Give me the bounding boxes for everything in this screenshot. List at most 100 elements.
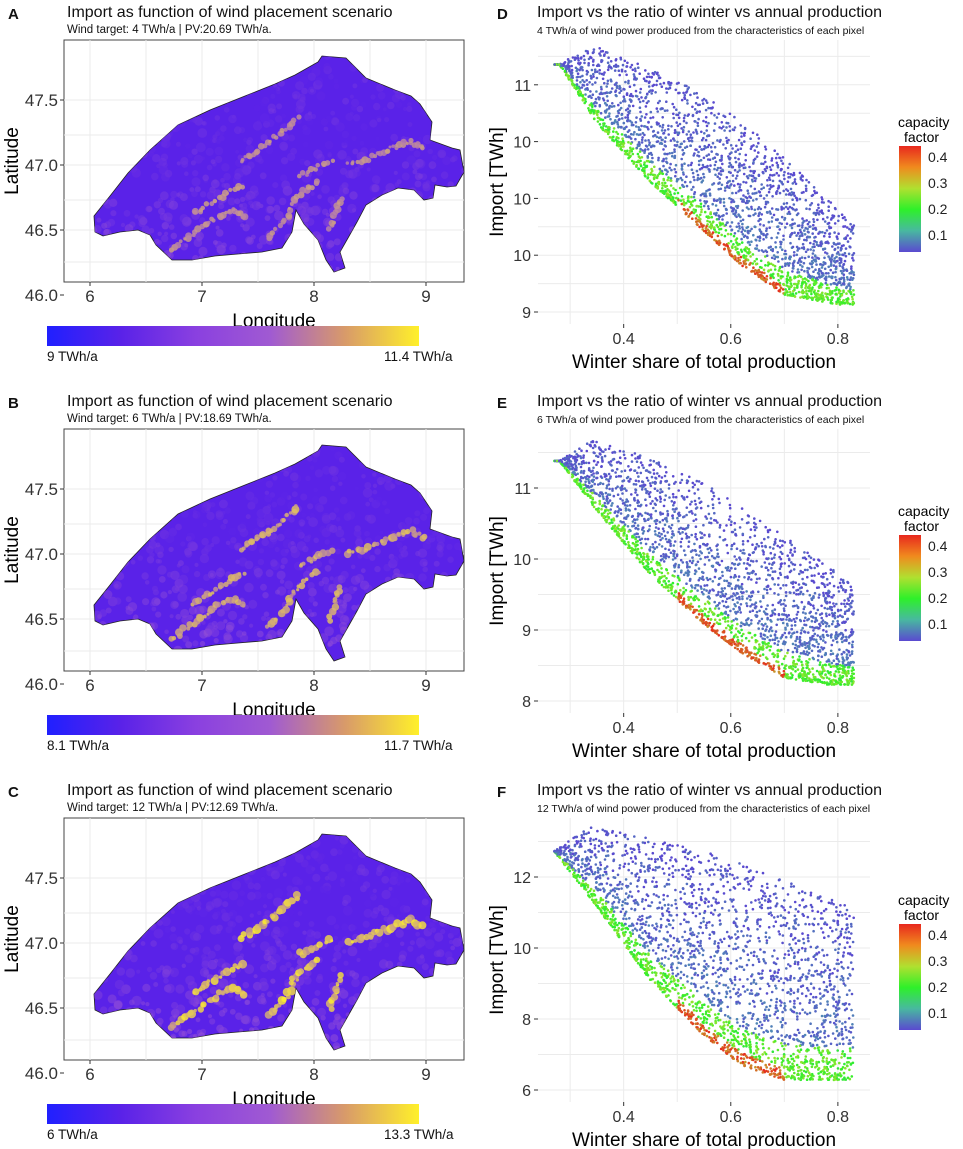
data-point xyxy=(638,150,642,153)
terrain-cell xyxy=(305,865,315,875)
terrain-ridge xyxy=(358,546,367,555)
terrain-cell xyxy=(193,932,202,941)
data-point xyxy=(740,230,743,234)
data-point xyxy=(680,157,683,161)
data-point xyxy=(694,101,698,105)
terrain-cell xyxy=(317,1007,327,1017)
terrain-cell xyxy=(195,924,205,934)
terrain-cell xyxy=(376,117,382,123)
data-point xyxy=(801,224,804,227)
terrain-ridge xyxy=(319,549,327,558)
terrain-cell xyxy=(195,1017,201,1023)
map-panel-b: B Import as function of wind placement s… xyxy=(0,389,480,769)
terrain-cell xyxy=(198,246,208,256)
y-tick-label: 46.0 xyxy=(25,675,58,694)
data-point xyxy=(661,181,664,185)
terrain-ridge xyxy=(414,143,421,149)
data-point xyxy=(778,156,781,160)
terrain-cell xyxy=(253,934,257,938)
terrain-cell xyxy=(465,1021,472,1028)
y-tick-label: 46.5 xyxy=(25,221,58,240)
terrain-cell xyxy=(280,143,288,152)
terrain-cell xyxy=(376,83,385,92)
data-point xyxy=(750,207,753,211)
data-point xyxy=(586,70,590,74)
terrain-cell xyxy=(192,509,198,515)
data-point xyxy=(579,80,582,84)
data-point xyxy=(809,203,812,207)
data-point xyxy=(629,154,632,158)
data-point xyxy=(722,125,725,128)
terrain-cell xyxy=(366,167,371,172)
data-point xyxy=(741,228,745,231)
terrain-ridge xyxy=(317,570,321,575)
data-point xyxy=(753,260,756,263)
data-point xyxy=(720,127,723,130)
terrain-cell xyxy=(120,222,126,228)
terrain-cell xyxy=(271,501,278,508)
data-point xyxy=(711,141,715,145)
terrain-cell xyxy=(323,126,329,132)
data-point xyxy=(848,227,851,231)
terrain-ridge xyxy=(229,966,236,973)
data-point xyxy=(838,303,842,306)
data-point xyxy=(681,130,685,134)
terrain-cell xyxy=(466,1008,471,1013)
terrain-cell xyxy=(414,180,422,188)
data-point xyxy=(711,221,715,224)
terrain-cell xyxy=(200,507,207,514)
data-point xyxy=(827,265,830,269)
terrain-cell xyxy=(214,944,221,951)
terrain-cell xyxy=(310,191,315,196)
terrain-cell xyxy=(228,890,239,901)
data-point xyxy=(599,111,603,115)
data-point xyxy=(822,234,826,238)
terrain-ridge xyxy=(413,533,418,538)
terrain-cell xyxy=(234,198,241,205)
y-tick-label: 47.5 xyxy=(25,869,58,888)
terrain-cell xyxy=(337,525,342,530)
terrain-cell xyxy=(107,218,116,227)
terrain-cell xyxy=(349,191,358,200)
data-point xyxy=(729,232,733,236)
x-tick-label: 9 xyxy=(421,676,430,695)
data-point xyxy=(755,145,759,148)
terrain-cell xyxy=(376,496,383,503)
terrain-cell xyxy=(364,530,370,537)
terrain-cell xyxy=(351,845,359,853)
terrain-ridge xyxy=(324,160,331,166)
terrain-cell xyxy=(311,611,317,617)
data-point xyxy=(699,205,703,208)
terrain-cell xyxy=(137,555,144,561)
data-point xyxy=(827,272,830,275)
terrain-ridge xyxy=(171,636,177,641)
terrain-cell xyxy=(184,549,193,558)
terrain-ridge xyxy=(337,972,344,979)
terrain-cell xyxy=(313,149,323,159)
data-point xyxy=(747,192,750,195)
terrain-ridge xyxy=(220,990,225,995)
data-point xyxy=(592,75,595,78)
terrain-cell xyxy=(260,892,267,899)
terrain-ridge xyxy=(388,145,392,149)
terrain-ridge xyxy=(186,621,193,628)
terrain-ridge xyxy=(315,162,321,168)
x-tick-label: 9 xyxy=(421,1065,430,1084)
data-point xyxy=(644,95,648,99)
data-point xyxy=(794,209,797,212)
terrain-cell xyxy=(299,158,306,165)
data-point xyxy=(834,265,838,269)
data-point xyxy=(612,130,615,133)
data-point xyxy=(610,87,614,90)
terrain-cell xyxy=(399,904,409,914)
data-point xyxy=(587,107,590,110)
data-point xyxy=(764,148,768,151)
terrain-cell xyxy=(350,104,358,111)
terrain-cell xyxy=(148,540,157,549)
data-point xyxy=(846,226,849,229)
terrain-cell xyxy=(206,190,216,200)
terrain-cell xyxy=(465,112,472,119)
data-point xyxy=(810,194,814,198)
data-point xyxy=(770,157,774,160)
